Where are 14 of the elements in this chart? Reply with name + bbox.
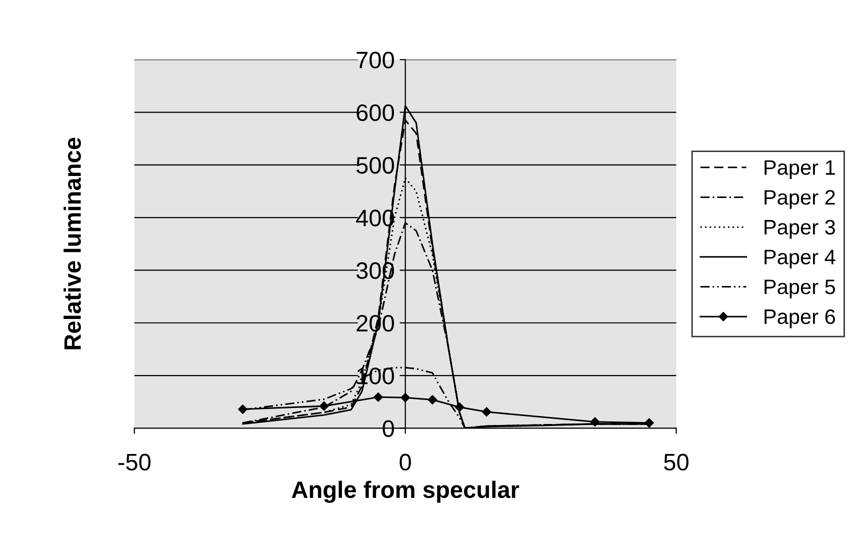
y-tick-label: 700 [356, 52, 394, 68]
y-tick-label: 500 [356, 156, 394, 174]
legend-label: Paper 3 [764, 220, 835, 239]
x-tick-label: 50 [664, 454, 688, 471]
legend-label: Paper 4 [764, 250, 836, 269]
legend-label: Paper 1 [764, 160, 835, 180]
x-axis-title: Angle from specular [292, 480, 520, 503]
x-tick-label: 0 [400, 454, 411, 471]
x-tick-label: -50 [118, 454, 151, 471]
y-axis-title: Relative luminance [64, 138, 81, 350]
legend-label: Paper 5 [764, 280, 836, 298]
legend-label: Paper 2 [764, 190, 835, 209]
y-tick-label: 600 [356, 104, 394, 122]
legend-label: Paper 6 [764, 309, 835, 328]
